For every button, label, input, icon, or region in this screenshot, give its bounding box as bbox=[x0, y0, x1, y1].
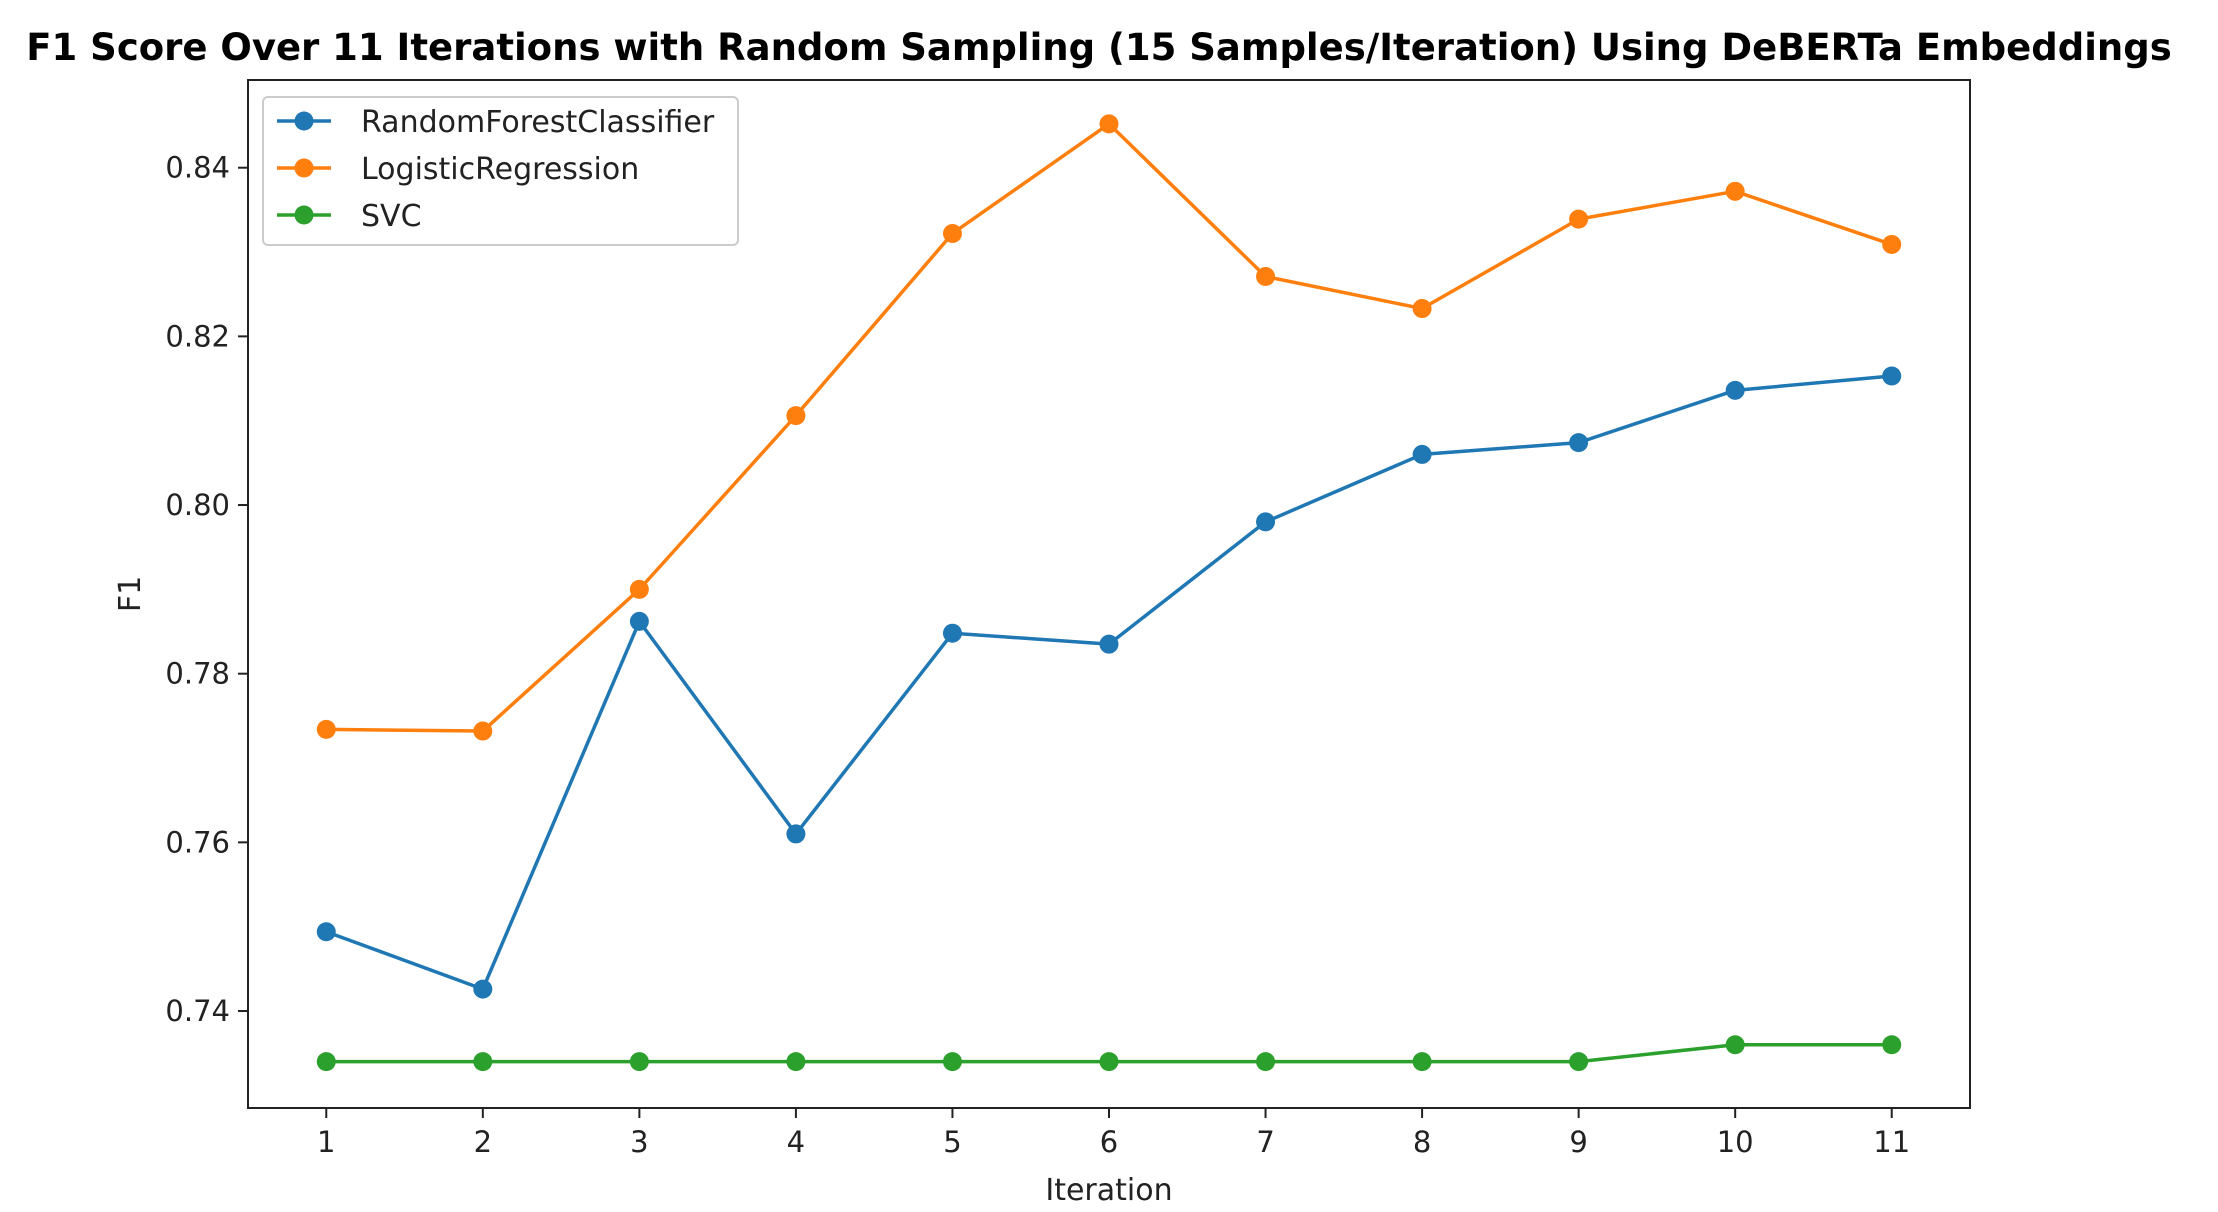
series-layer bbox=[316, 114, 1902, 1072]
data-point-logisticregression bbox=[942, 223, 962, 243]
data-point-svc bbox=[1256, 1052, 1276, 1072]
y-tick-label: 0.82 bbox=[165, 319, 230, 353]
data-point-randomforestclassifier bbox=[1569, 433, 1589, 453]
x-axis-ticks: 1 2 3 4 5 6 7 8 9 10 11 bbox=[317, 1108, 1910, 1159]
data-point-svc bbox=[1882, 1035, 1902, 1055]
y-axis-ticks: 0.74 0.76 0.78 0.80 0.82 0.84 bbox=[165, 151, 248, 1028]
x-tick-label: 5 bbox=[943, 1125, 961, 1159]
y-tick-label: 0.78 bbox=[165, 657, 230, 691]
x-tick-label: 4 bbox=[787, 1125, 805, 1159]
x-tick-label: 1 bbox=[317, 1125, 335, 1159]
data-point-svc bbox=[473, 1052, 493, 1072]
plot-frame bbox=[247, 79, 1971, 1109]
data-point-randomforestclassifier bbox=[1412, 444, 1432, 464]
data-point-randomforestclassifier bbox=[316, 922, 336, 942]
data-point-randomforestclassifier bbox=[473, 979, 493, 999]
legend-marker-logisticregression bbox=[294, 158, 314, 178]
legend-label-randomforestclassifier: RandomForestClassifier bbox=[361, 105, 715, 140]
x-tick-label: 7 bbox=[1256, 1125, 1274, 1159]
data-point-logisticregression bbox=[1412, 299, 1432, 319]
x-tick-label: 3 bbox=[630, 1125, 648, 1159]
legend-marker-svc bbox=[294, 205, 314, 225]
x-tick-label: 8 bbox=[1413, 1125, 1431, 1159]
legend-box bbox=[262, 96, 739, 246]
data-point-svc bbox=[942, 1052, 962, 1072]
y-tick-label: 0.84 bbox=[165, 151, 230, 185]
data-point-logisticregression bbox=[786, 406, 806, 426]
data-point-logisticregression bbox=[1099, 114, 1119, 134]
data-point-randomforestclassifier bbox=[1099, 634, 1119, 654]
data-point-randomforestclassifier bbox=[629, 611, 649, 631]
data-point-logisticregression bbox=[1725, 181, 1745, 201]
data-point-randomforestclassifier bbox=[942, 623, 962, 643]
x-tick-label: 6 bbox=[1100, 1125, 1118, 1159]
data-point-svc bbox=[629, 1052, 649, 1072]
data-point-randomforestclassifier bbox=[1725, 380, 1745, 400]
data-point-randomforestclassifier bbox=[1882, 366, 1902, 386]
data-point-randomforestclassifier bbox=[1256, 512, 1276, 532]
legend-label-logisticregression: LogisticRegression bbox=[361, 152, 639, 187]
data-point-svc bbox=[1412, 1052, 1432, 1072]
x-axis-label: Iteration bbox=[1045, 1173, 1172, 1208]
chart-title: F1 Score Over 11 Iterations with Random … bbox=[26, 26, 2171, 69]
legend-marker-randomforestclassifier bbox=[294, 111, 314, 131]
series-line-randomforestclassifier bbox=[325, 374, 1892, 991]
data-point-logisticregression bbox=[473, 721, 493, 741]
data-point-svc bbox=[1099, 1052, 1119, 1072]
data-point-svc bbox=[786, 1052, 806, 1072]
data-point-logisticregression bbox=[1569, 209, 1589, 229]
x-tick-label: 9 bbox=[1569, 1125, 1587, 1159]
y-tick-label: 0.76 bbox=[165, 825, 230, 859]
legend: RandomForestClassifier LogisticRegression… bbox=[262, 96, 739, 246]
data-point-logisticregression bbox=[316, 719, 336, 739]
data-point-logisticregression bbox=[629, 579, 649, 599]
data-point-svc bbox=[1569, 1052, 1589, 1072]
data-point-svc bbox=[316, 1052, 336, 1072]
y-tick-label: 0.74 bbox=[165, 994, 230, 1028]
x-tick-label: 10 bbox=[1717, 1125, 1754, 1159]
data-point-randomforestclassifier bbox=[786, 824, 806, 844]
data-point-logisticregression bbox=[1882, 234, 1902, 254]
y-tick-label: 0.80 bbox=[165, 488, 230, 522]
data-point-svc bbox=[1725, 1035, 1745, 1055]
legend-label-svc: SVC bbox=[361, 199, 422, 234]
x-tick-label: 2 bbox=[474, 1125, 492, 1159]
x-tick-label: 11 bbox=[1873, 1125, 1910, 1159]
y-axis-label: F1 bbox=[113, 576, 148, 612]
data-point-logisticregression bbox=[1256, 266, 1276, 286]
